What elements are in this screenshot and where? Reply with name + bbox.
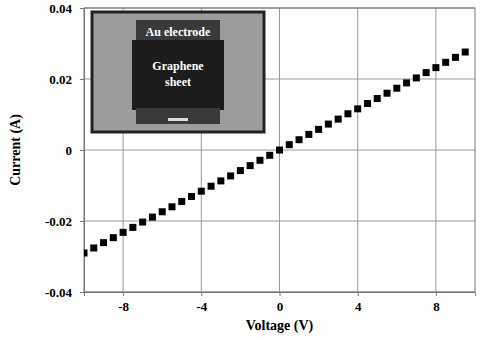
tick-label: 0 [277,299,284,314]
data-point [90,244,97,251]
tick: 4 [355,292,362,314]
inset: Au electrode Graphenesheet [92,12,264,132]
y-axis: -0.04 -0.02 0 0.02 0.04 [45,1,85,300]
data-point [305,131,312,138]
grid [84,8,475,292]
tick: 0.04 [49,1,84,16]
data-point [452,54,459,61]
data-point [462,49,469,56]
data-point [198,188,205,195]
scale-bar [168,118,188,121]
data-point [84,249,88,256]
axis-line [85,293,476,297]
chart: -8 -4 0 4 8 -0.04 -0.02 0 0.02 0.04 Voltage (V) Cur… [0,0,483,340]
data-point [129,224,136,231]
tick-mark [358,292,359,296]
tick-label: 4 [355,299,362,314]
data-point [354,105,361,112]
inset-label: Graphenesheet [152,59,204,89]
data-point [393,85,400,92]
data-point [423,69,430,76]
data-point [384,90,391,97]
inset-frame [92,12,264,132]
data-point [315,126,322,133]
tick-label: 8 [433,299,440,314]
data-point [168,203,175,210]
x-axis: -8 -4 0 4 8 [85,292,476,314]
electrode [136,20,220,42]
data-point [188,193,195,200]
data-point [344,110,351,117]
x-axis-title: Voltage (V) [246,318,314,334]
plot: -8 -4 0 4 8 -0.04 -0.02 0 0.02 0.04 [45,1,476,315]
tick: -0.02 [45,214,84,229]
inset-label: Au electrode [146,25,211,39]
data-point [403,79,410,86]
tick: 0 [66,143,85,158]
data-point [266,152,273,159]
data-point [442,59,449,66]
data-point [335,116,342,123]
data-point [139,219,146,226]
data-point [364,100,371,107]
electrode [136,108,220,124]
tick-label: 0.04 [49,1,72,16]
data-point [120,229,127,236]
tick: -0.04 [45,285,84,300]
data-point [325,121,332,128]
data-point [110,234,117,241]
data-point [227,172,234,179]
tick: 0 [277,292,284,314]
data-point [247,162,254,169]
data-point [432,64,439,71]
tick: -8 [118,292,129,314]
tick-mark [80,150,84,151]
data-point [413,74,420,81]
tick-label: -4 [196,299,207,314]
tick: 0.02 [49,72,84,87]
tick-mark [123,292,124,296]
data-point [374,95,381,102]
data-point [276,147,283,154]
data-point [286,141,293,148]
data-point [149,214,156,221]
data-point [159,208,166,215]
tick: -4 [196,292,207,314]
tick-mark [436,292,437,296]
axis-line [80,9,85,293]
tick-mark [201,292,202,296]
tick-mark [80,79,84,80]
tick-label: -0.04 [45,285,73,300]
tick-label: -8 [118,299,129,314]
tick-label: 0 [66,143,73,158]
data-point [208,183,215,190]
tick-mark [80,221,84,222]
tick-mark [280,292,281,296]
data-point [237,167,244,174]
data-point [100,239,107,246]
data-point [178,198,185,205]
graphene-sheet [132,40,224,110]
tick-mark [80,8,84,9]
data-point [256,157,263,164]
y-axis-title: Current (A) [8,114,24,186]
tick: 8 [433,292,440,314]
tick-mark [80,292,84,293]
tick-label: -0.02 [45,214,72,229]
data-point [296,136,303,143]
data-point [217,177,224,184]
tick-label: 0.02 [49,72,72,87]
plot-frame [84,8,475,292]
